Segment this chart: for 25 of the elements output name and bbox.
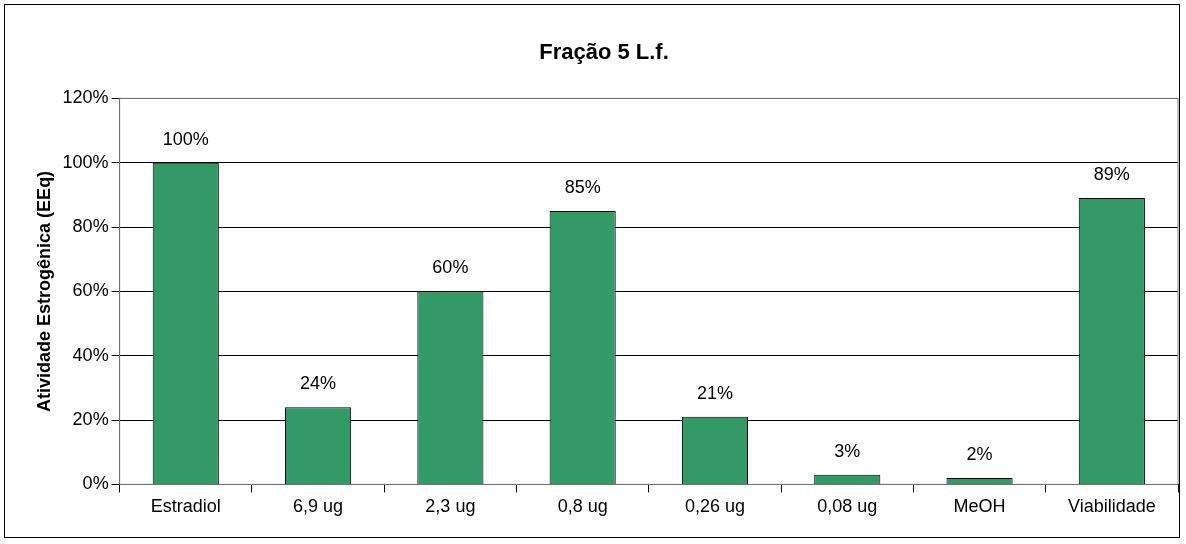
- y-tick-label: 0%: [82, 473, 109, 494]
- data-label: 60%: [432, 257, 469, 278]
- data-label: 89%: [1093, 164, 1130, 185]
- y-tick-label: 60%: [72, 280, 109, 301]
- x-tick-label: Viabilidade: [1067, 496, 1156, 517]
- data-label: 3%: [834, 440, 861, 461]
- y-tick-label: 40%: [72, 344, 109, 365]
- data-label: 100%: [162, 128, 209, 149]
- data-label: 2%: [966, 443, 993, 464]
- y-tick-label: 20%: [72, 409, 109, 430]
- chart-title: Fração 5 L.f.: [539, 39, 669, 65]
- data-label: 24%: [300, 373, 337, 394]
- x-tick-label: Estradiol: [150, 496, 221, 517]
- x-tick-label: 0,26 ug: [684, 496, 745, 517]
- x-tick-label: MeOH: [953, 496, 1006, 517]
- x-tick-label: 2,3 ug: [425, 496, 476, 517]
- x-tick-label: 0,08 ug: [817, 496, 878, 517]
- y-tick-label: 120%: [62, 87, 109, 108]
- y-tick-label: 80%: [72, 216, 109, 237]
- y-axis-title: Atividade Estrogênica (EEq): [33, 170, 54, 412]
- data-label: 85%: [564, 176, 601, 197]
- x-tick-label: 0,8 ug: [557, 496, 608, 517]
- data-label: 21%: [696, 382, 733, 403]
- x-tick-label: 6,9 ug: [293, 496, 344, 517]
- y-tick-label: 100%: [62, 151, 109, 172]
